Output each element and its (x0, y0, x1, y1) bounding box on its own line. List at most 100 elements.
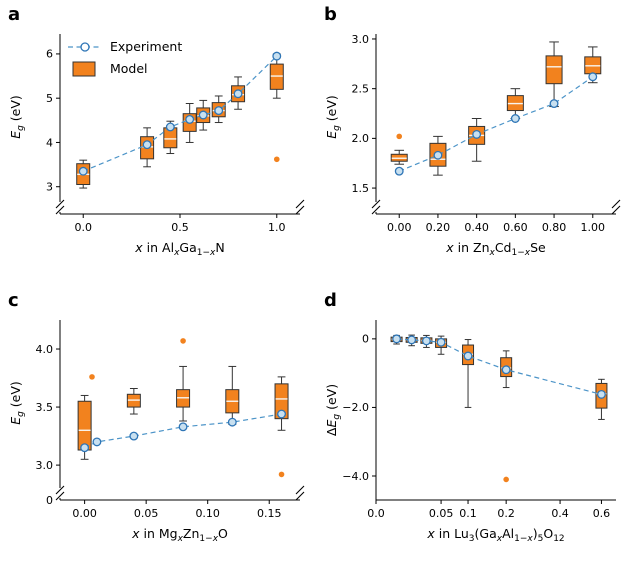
y-tick-label: 2.5 (352, 82, 370, 95)
axis-break-mark (295, 199, 305, 209)
x-tick-label: 0.40 (464, 221, 489, 234)
experiment-marker (392, 334, 402, 344)
panel-b-chart: 1.5 2.0 2.5 3.0 0.00 0.20 0.40 0.60 0.80 1.00 x in… (324, 33, 621, 258)
x-tick-label: 0.5 (171, 221, 189, 234)
experiment-marker (214, 106, 224, 116)
plot-data (390, 41, 602, 176)
axes: 1.5 2.0 2.5 3.0 0.00 0.20 0.40 0.60 0.80 1.00 x in… (324, 33, 621, 258)
panel-d-chart: 0 −2.0 −4.0 0.0 0.05 0.1 0.2 0.4 0.6 x in Lu3(Gax… (324, 320, 616, 544)
axis-break-mark (611, 199, 621, 209)
x-tick-label: 0.6 (593, 507, 611, 520)
axis-break-mark (55, 491, 65, 501)
axis-break-mark (295, 491, 305, 501)
panel-letter-b: b (324, 4, 337, 25)
experiment-marker (421, 336, 431, 346)
experiment-marker (178, 422, 188, 432)
y-tick-label: 5 (46, 92, 53, 105)
axis-break-mark (55, 485, 65, 495)
experiment-marker (588, 72, 598, 82)
plot-data (390, 334, 608, 483)
outlier-point (84, 404, 90, 410)
outlier-point (89, 374, 95, 380)
outlier-point (180, 338, 186, 344)
y-axis-title: Eg (eV) (324, 95, 342, 139)
experiment-marker (198, 110, 208, 120)
x-tick-label: 0.05 (429, 507, 454, 520)
x-axis-title: x in MgxZn1−xO (131, 526, 228, 544)
experiment-marker (165, 122, 175, 132)
panel-letter-d: d (324, 290, 337, 311)
experiment-marker (433, 150, 443, 160)
panel-letter-a: a (8, 4, 21, 25)
experiment-marker (277, 409, 286, 419)
experiment-marker (92, 437, 102, 447)
legend: Experiment Model (68, 39, 182, 77)
y-tick-label: 1.5 (352, 182, 370, 195)
x-tick-label: 0.4 (551, 507, 569, 520)
axes: 3 4 5 6 0.0 0.5 1.0 x in AlxGa1−xN Eg (eV) (8, 34, 305, 258)
x-tick-label: 1.00 (581, 221, 606, 234)
experiment-line (398, 76, 594, 172)
experiment-marker (596, 389, 606, 399)
axis-break-mark (371, 205, 381, 215)
y-tick-label: 3.0 (352, 33, 370, 46)
x-tick-label: 0.2 (497, 507, 515, 520)
experiment-marker (272, 51, 282, 61)
experiment-marker (501, 365, 511, 375)
model-box (545, 55, 563, 85)
x-tick-label: 0.00 (387, 221, 412, 234)
y-axis-title: Eg (eV) (8, 381, 26, 425)
panel-letter-c: c (8, 290, 19, 311)
experiment-marker (436, 337, 446, 347)
axis-break-mark (611, 205, 621, 215)
y-tick-label: 3 (46, 181, 53, 194)
experiment-marker (472, 129, 482, 139)
experiment-marker (549, 99, 559, 109)
experiment-marker (185, 114, 195, 124)
y-tick-label: −4.0 (342, 470, 369, 483)
plot-data (76, 51, 284, 189)
y-tick-label: 3.0 (36, 459, 54, 472)
y-tick-label: 0 (362, 333, 369, 346)
outlier-point (273, 156, 280, 163)
experiment-marker (463, 351, 473, 361)
experiment-marker (233, 89, 243, 99)
axis-break-mark (295, 205, 305, 215)
model-box (274, 383, 289, 420)
experiment-marker (227, 417, 237, 427)
y-tick-label: 4.0 (36, 343, 54, 356)
x-tick-label: 0.1 (459, 507, 477, 520)
x-tick-label: 0.80 (542, 221, 567, 234)
legend-model-label: Model (110, 61, 148, 76)
x-tick-label: 0.10 (195, 507, 220, 520)
x-tick-label: 0.20 (426, 221, 451, 234)
experiment-marker (394, 166, 404, 176)
x-tick-label: 0.05 (134, 507, 159, 520)
experiment-marker (142, 140, 152, 150)
x-axis-title: x in AlxGa1−xN (134, 240, 224, 258)
y-tick-label: −2.0 (342, 401, 369, 414)
experiment-marker (129, 431, 139, 441)
x-tick-label: 1.0 (268, 221, 286, 234)
y-tick-label: 2.0 (352, 132, 370, 145)
y-tick-label: 4 (46, 136, 53, 149)
axes: 3.0 3.5 4.0 0 0.00 0.05 0.10 0.15 x in MgxZn1−xO… (8, 320, 305, 544)
experiment-marker (78, 166, 88, 176)
legend-experiment-label: Experiment (110, 39, 182, 54)
axis-break-mark (295, 485, 305, 495)
y-tick-label: 6 (46, 48, 53, 61)
axis-break-mark (55, 205, 65, 215)
outlier-point (503, 476, 509, 483)
experiment-marker (510, 114, 520, 123)
y-tick-label-zero: 0 (46, 494, 53, 507)
x-tick-label: 0.00 (72, 507, 97, 520)
x-axis-title: x in ZnxCd1−xSe (445, 240, 546, 258)
x-tick-label: 0.0 (367, 507, 385, 520)
panel-c-chart: 3.0 3.5 4.0 0 0.00 0.05 0.10 0.15 x in MgxZn1−xO… (8, 320, 305, 544)
y-axis-title: ΔEg (eV) (324, 384, 342, 436)
plot-data (77, 338, 289, 478)
x-axis-title: x in Lu3(GaxAl1−x)5O12 (426, 526, 564, 544)
legend-model-swatch (72, 61, 96, 77)
